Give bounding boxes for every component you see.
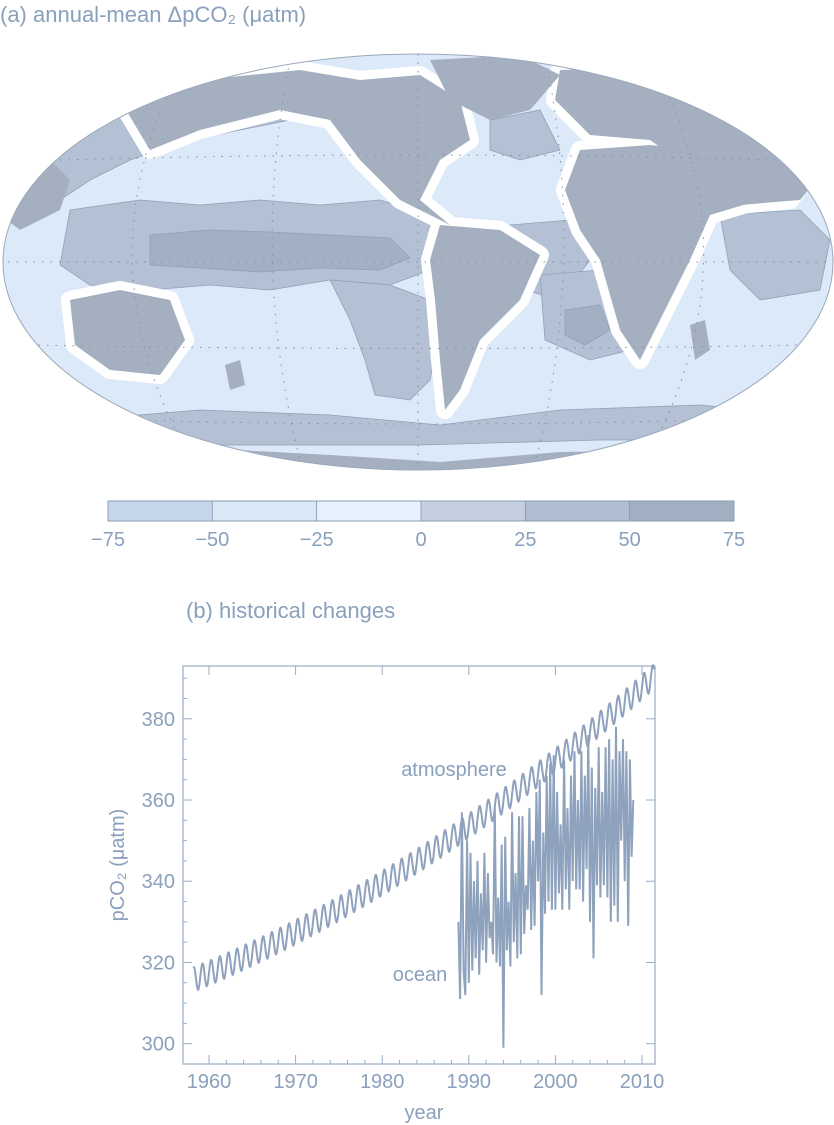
colorbar-tick-label: 75 — [723, 529, 745, 551]
ocean-region-north-atlantic — [489, 109, 561, 161]
ocean-region-indian-ocean-core — [564, 304, 611, 346]
y-tick-label: 340 — [142, 871, 175, 893]
x-tick-label: 1980 — [360, 1071, 405, 1093]
y-tick-label: 360 — [142, 790, 175, 812]
x-tick-label: 1970 — [273, 1071, 318, 1093]
map-outline — [2, 53, 834, 471]
x-tick-label: 1960 — [187, 1071, 232, 1093]
land-australia — [70, 290, 185, 375]
colorbar: −75 −50 −25 0 25 50 75 — [91, 500, 745, 551]
land-new-zealand — [225, 360, 245, 390]
colorbar-tick-label: −75 — [91, 529, 125, 551]
colorbar-tick-label: 25 — [514, 529, 536, 551]
y-axis-label: pCO₂ (μatm) — [107, 809, 129, 922]
y-tick-label: 380 — [142, 709, 175, 731]
land-africa — [565, 145, 760, 360]
y-tick-label: 320 — [142, 952, 175, 974]
colorbar-frame — [107, 500, 735, 522]
x-axis-label: year — [405, 1102, 444, 1124]
colorbar-tick-label: −25 — [300, 529, 334, 551]
ocean-region-equatorial-pacific-core — [149, 229, 411, 273]
ocean-region-arabian-sea — [719, 209, 831, 301]
mollweide-map — [2, 53, 834, 471]
colorbar-tick-label: −50 — [195, 529, 229, 551]
land-madagascar — [690, 320, 710, 360]
series-line-ocean — [457, 726, 635, 1048]
land-greenland — [430, 55, 560, 120]
y-tick-label: 300 — [142, 1034, 175, 1056]
colorbar-tick-label: 50 — [619, 529, 641, 551]
x-tick-label: 1990 — [447, 1071, 492, 1093]
plot-title: (b) historical changes — [186, 598, 396, 623]
x-tick-label: 2010 — [620, 1071, 665, 1093]
map-title: (a) annual-mean ΔpCO₂ (μatm) — [0, 2, 307, 27]
colorbar-tick-label: 0 — [415, 529, 426, 551]
graticule — [8, 54, 828, 470]
land-south-america — [430, 225, 540, 410]
plot-frame — [182, 665, 656, 1065]
ocean-region-south-pacific-tongue — [329, 279, 441, 401]
series-label-ocean: ocean — [393, 964, 448, 986]
series-line-atmosphere — [192, 664, 656, 992]
land-north-america — [120, 70, 470, 225]
x-tick-label: 2000 — [533, 1071, 578, 1093]
series-label-atmosphere: atmosphere — [401, 759, 507, 781]
